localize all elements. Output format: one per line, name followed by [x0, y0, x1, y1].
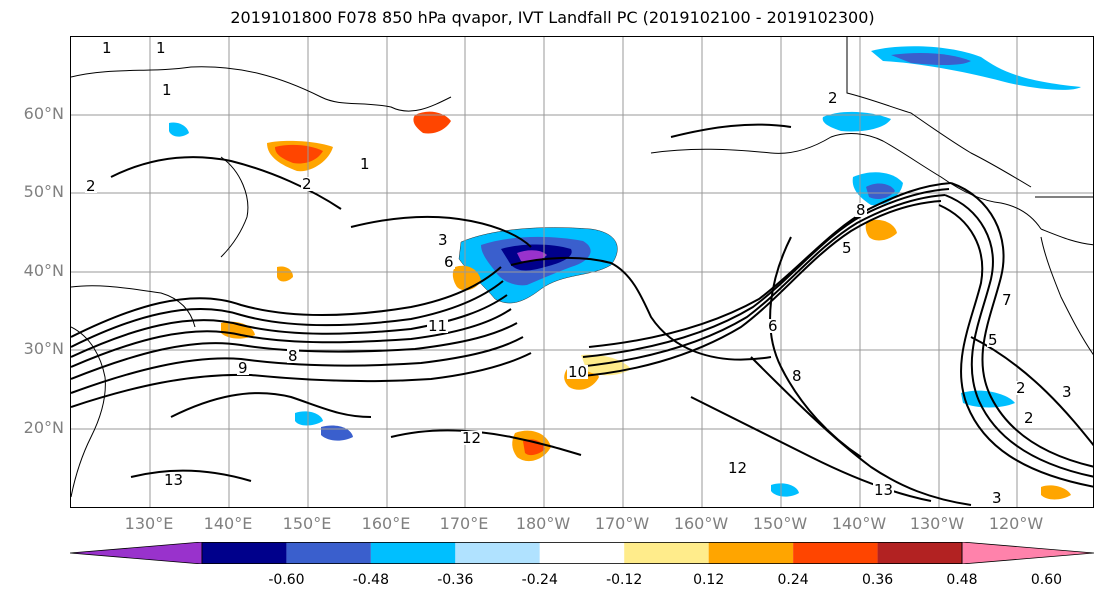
contour-label: 10	[567, 363, 589, 381]
contour-label: 2	[1015, 379, 1027, 397]
contour-label: 2	[85, 177, 97, 195]
contour-label: 7	[1001, 291, 1013, 309]
lat-label-20n: 20°N	[23, 418, 64, 437]
graticule	[71, 37, 1093, 507]
contour-label: 1	[155, 39, 167, 57]
contour-label: 5	[841, 239, 853, 257]
lat-label-40n: 40°N	[23, 261, 64, 280]
map-panel: 1 1 1 1 2 2 2 3 6 11 8 10 12 13 9 6 8 5 5 2 2 3 12 13 7 8 3	[70, 36, 1094, 508]
contour-label: 2	[1023, 409, 1035, 427]
map-title: 2019101800 F078 850 hPa qvapor, IVT Land…	[230, 8, 875, 27]
contour-label: 1	[101, 39, 113, 57]
contour-label: 3	[437, 231, 449, 249]
colorbar-swatch	[877, 542, 962, 564]
lon-label-150w: 150°W	[752, 514, 808, 533]
lon-label-140w: 140°W	[831, 514, 887, 533]
colorbar-swatch	[708, 542, 794, 564]
colorbar-swatch	[455, 542, 540, 564]
contour-label: 5	[987, 331, 999, 349]
colorbar-tick-label: 0.36	[861, 572, 894, 588]
contour-label: 1	[161, 81, 173, 99]
colorbar-swatch	[202, 542, 287, 564]
contour-label: 12	[461, 429, 483, 447]
contour-label: 13	[163, 471, 185, 489]
colorbar-tick-label: -0.48	[352, 572, 389, 588]
lon-label-150e: 150°E	[282, 514, 332, 533]
lat-label-50n: 50°N	[23, 182, 64, 201]
contour-label: 8	[791, 367, 803, 385]
colorbar-tick-label: -0.60	[268, 572, 305, 588]
colorbar-extend-low	[70, 542, 203, 564]
lon-label-160w: 160°W	[673, 514, 729, 533]
contour-label: 12	[727, 459, 749, 477]
contour-label: 11	[427, 317, 449, 335]
lon-label-170w: 170°W	[594, 514, 650, 533]
colorbar-outline	[201, 542, 963, 564]
contour-label: 8	[855, 201, 867, 219]
colorbar-tick-label: -0.12	[606, 572, 643, 588]
coastlines	[71, 37, 1093, 498]
contour-label: 1	[359, 155, 371, 173]
colorbar-tick-label: 0.12	[693, 572, 725, 588]
colorbar-swatch	[624, 542, 709, 564]
lon-label-140e: 140°E	[203, 514, 253, 533]
contour-label: 6	[443, 253, 455, 271]
colorbar	[70, 542, 1094, 564]
colorbar-swatch	[370, 542, 456, 564]
lon-label-160e: 160°E	[361, 514, 411, 533]
colorbar-tick-label: 0.24	[777, 572, 809, 588]
lon-label-130e: 130°E	[124, 514, 174, 533]
contour-label: 8	[287, 347, 299, 365]
contour-label: 6	[767, 317, 779, 335]
colorbar-tick-label: -0.24	[521, 572, 558, 588]
contour-label: 3	[991, 489, 1003, 507]
colorbar-swatch	[793, 542, 878, 564]
lon-label-120w: 120°W	[988, 514, 1044, 533]
lon-label-180w: 180°W	[515, 514, 571, 533]
contour-label: 2	[301, 175, 313, 193]
colorbar-swatch	[539, 542, 625, 564]
lat-label-30n: 30°N	[23, 339, 64, 358]
contour-label: 3	[1061, 383, 1073, 401]
colorbar-extend-high	[961, 542, 1094, 564]
negative-anomaly-alaska	[822, 111, 891, 132]
colorbar-tick-label: 0.48	[946, 572, 978, 588]
contour-label: 13	[873, 481, 895, 499]
colorbar-tick-label: -0.36	[437, 572, 474, 588]
lat-label-60n: 60°N	[23, 104, 64, 123]
map-canvas	[71, 37, 1093, 507]
colorbar-tick-label: 0.60	[1030, 572, 1063, 588]
colorbar-swatch	[286, 542, 371, 564]
lon-label-130w: 130°W	[909, 514, 965, 533]
contour-label: 2	[827, 89, 839, 107]
ivt-contours	[71, 123, 1093, 506]
lon-label-170e: 170°E	[439, 514, 489, 533]
contour-label: 9	[237, 359, 249, 377]
